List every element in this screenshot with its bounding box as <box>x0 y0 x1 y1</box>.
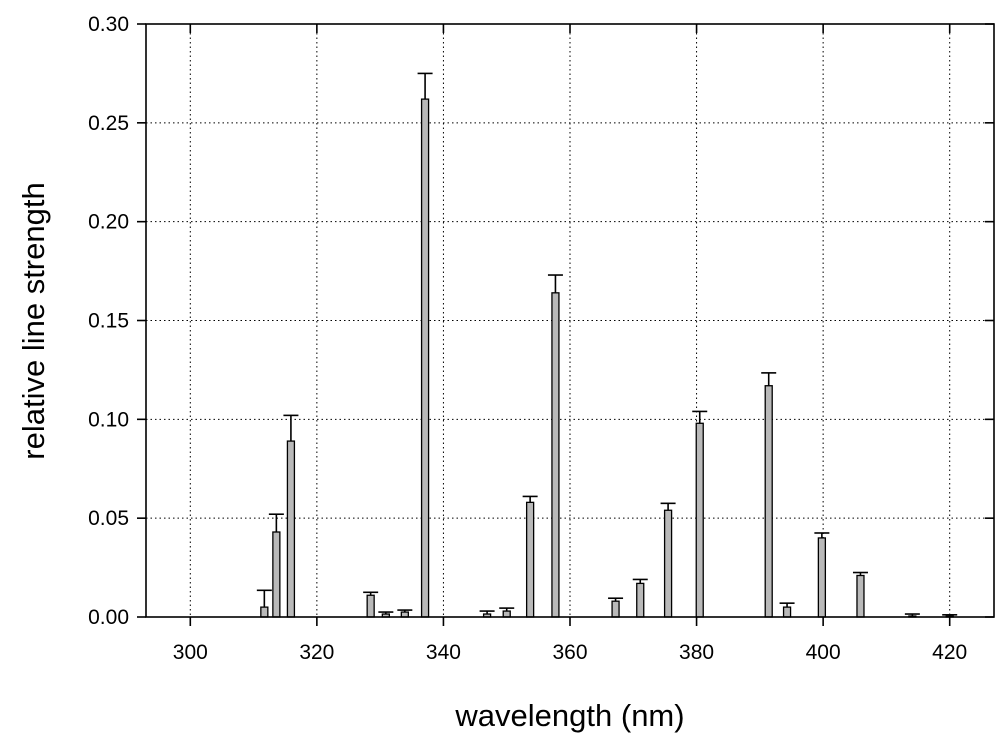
x-tick-label: 320 <box>299 641 334 664</box>
x-tick-label: 340 <box>426 641 461 664</box>
y-tick-label: 0.25 <box>88 112 129 135</box>
bar <box>272 531 281 618</box>
y-axis-label: relative line strength <box>16 182 51 459</box>
grid <box>146 24 994 617</box>
bar <box>663 509 673 618</box>
y-tick-label: 0.30 <box>88 13 129 36</box>
error-bars <box>256 72 958 617</box>
bar <box>856 574 865 618</box>
x-axis-label: wavelength (nm) <box>454 698 684 733</box>
bar <box>764 385 773 618</box>
x-tick-label: 400 <box>806 641 841 664</box>
bar <box>551 292 560 618</box>
y-tick-label: 0.10 <box>88 408 129 431</box>
bar <box>817 537 827 618</box>
x-tick-label: 380 <box>679 641 714 664</box>
bar <box>420 98 430 618</box>
y-tick-label: 0.15 <box>88 310 129 333</box>
bar <box>366 594 375 618</box>
x-tick-label: 420 <box>932 641 967 664</box>
y-tick-label: 0.00 <box>88 606 129 629</box>
bar <box>782 606 792 618</box>
y-tick-label: 0.20 <box>88 211 129 234</box>
bar <box>636 582 645 618</box>
bars <box>260 98 954 618</box>
bar <box>695 422 704 618</box>
axis-ticks: 0.00 0.05 0.10 0.15 0.20 0.25 0.30 300 320 340 360… <box>88 13 994 664</box>
bar <box>286 440 296 618</box>
x-tick-label: 300 <box>173 641 208 664</box>
bar <box>611 600 620 618</box>
y-tick-label: 0.05 <box>88 507 129 530</box>
bar <box>260 606 269 618</box>
bar <box>502 610 511 618</box>
bar <box>525 501 535 618</box>
x-tick-label: 360 <box>552 641 587 664</box>
